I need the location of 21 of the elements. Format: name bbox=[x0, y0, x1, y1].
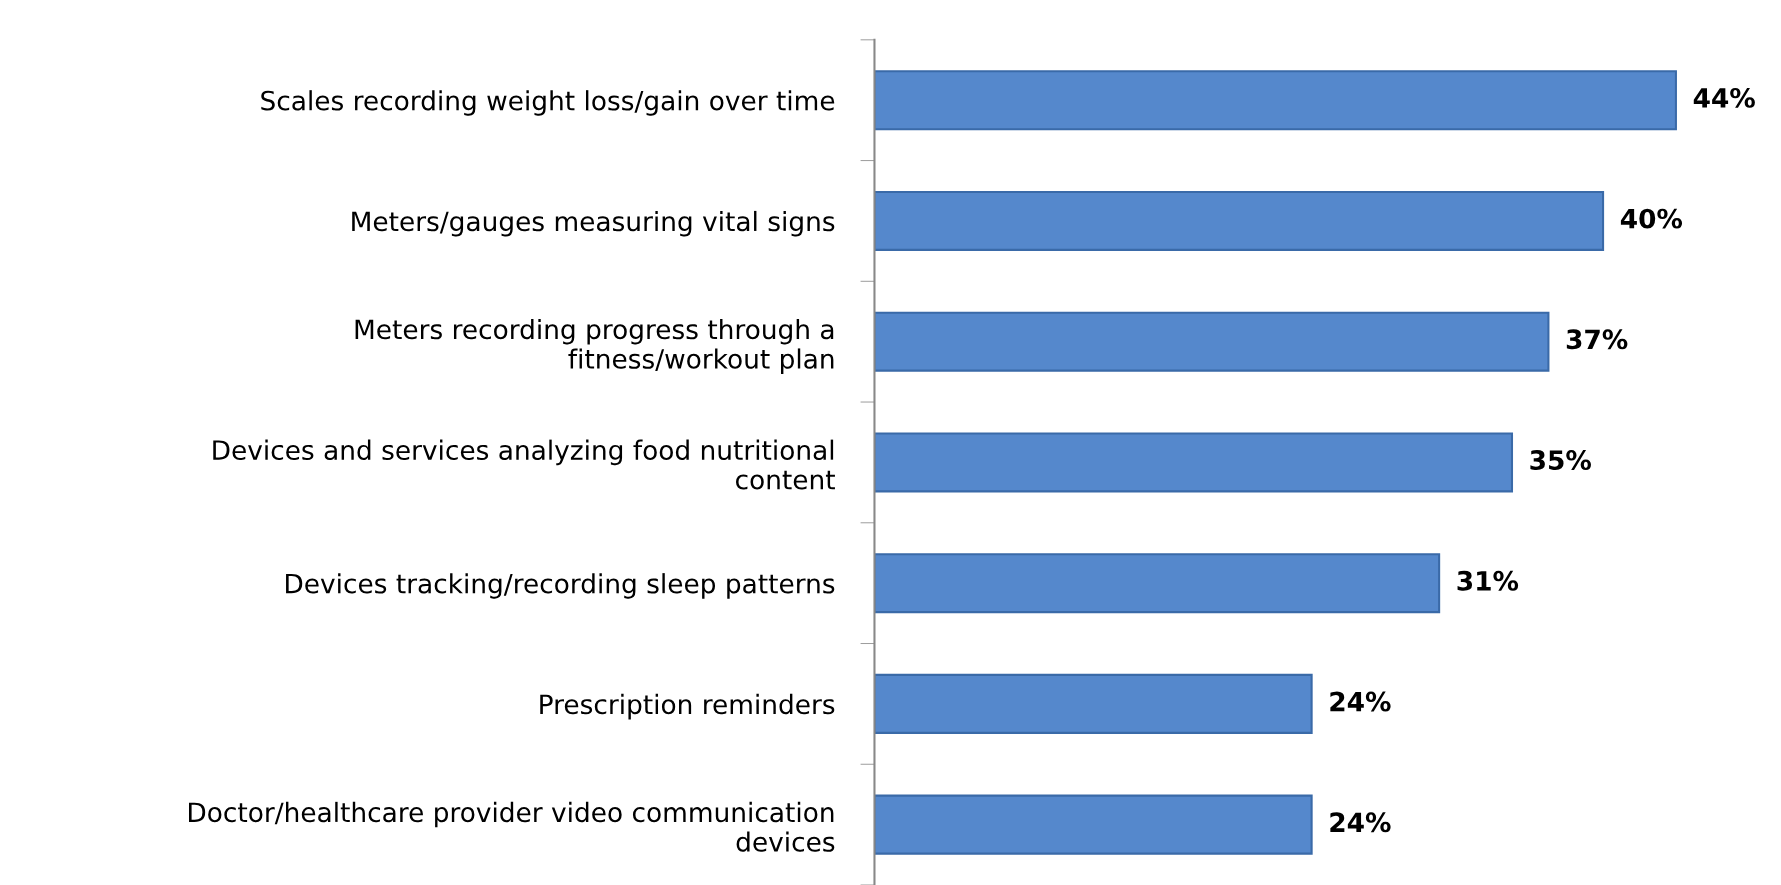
data-label: 37% bbox=[1566, 329, 1628, 350]
bar bbox=[874, 432, 1514, 493]
bar bbox=[874, 794, 1313, 855]
y-tick-label: Doctor/healthcare provider video communication devices bbox=[189, 801, 835, 852]
bar bbox=[874, 673, 1313, 734]
y-tick-label: Scales recording weight loss/gain over time bbox=[261, 90, 835, 116]
data-label: 24% bbox=[1330, 812, 1391, 833]
bar bbox=[874, 70, 1677, 131]
y-tick-label: Meters recording progress through a fitness/workout plan bbox=[355, 318, 834, 374]
data-label: 31% bbox=[1457, 570, 1519, 591]
data-label: 44% bbox=[1693, 87, 1755, 108]
y-tick-label: Meters/gauges measuring vital signs bbox=[352, 210, 835, 237]
y-tick-label: Devices tracking/recording sleep patterns bbox=[286, 573, 835, 599]
data-label: 40% bbox=[1620, 208, 1683, 229]
data-label: 24% bbox=[1330, 691, 1391, 712]
bar bbox=[874, 553, 1441, 614]
y-tick-label: Devices and services analyzing food nutritional content bbox=[213, 439, 835, 490]
data-label: 35% bbox=[1530, 450, 1591, 471]
bar bbox=[874, 311, 1550, 372]
y-tick-label: Prescription reminders bbox=[540, 693, 835, 720]
bar bbox=[874, 190, 1605, 251]
